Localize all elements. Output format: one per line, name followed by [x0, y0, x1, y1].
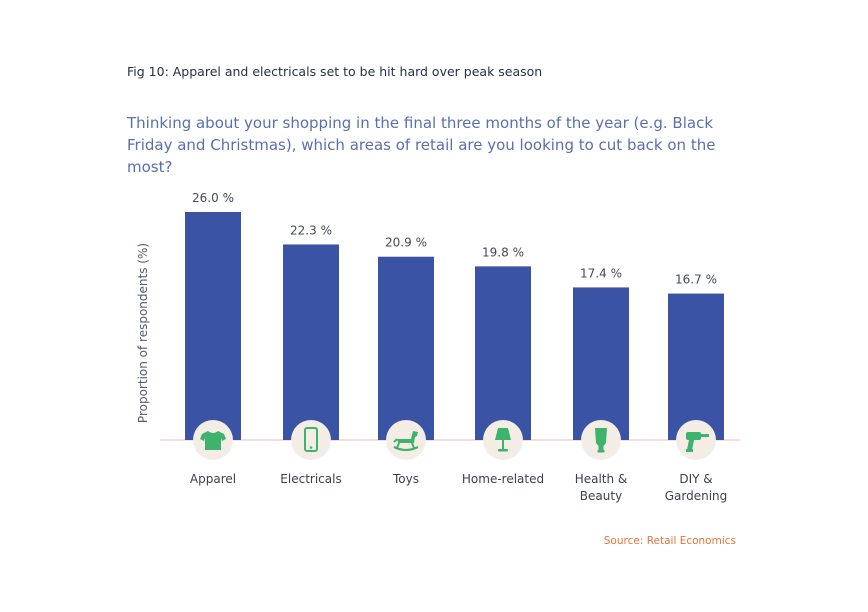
rocking-horse-icon: [386, 420, 426, 460]
figure-label: Fig 10: Apparel and electricals set to b…: [127, 64, 543, 79]
data-label: 16.7 %: [675, 273, 717, 287]
category-label: Toys: [392, 472, 419, 486]
data-label: 20.9 %: [385, 236, 427, 250]
bar: [185, 212, 241, 440]
category-label: Electricals: [280, 472, 341, 486]
category-label: DIY & Gardening: [665, 472, 728, 503]
lamp-icon: [483, 420, 523, 460]
lotion-tube-icon: [581, 420, 621, 460]
source-note: Source: Retail Economics: [603, 535, 736, 547]
bar: [283, 244, 339, 440]
bar: [475, 266, 531, 440]
chart-question: Thinking about your shopping in the fina…: [127, 114, 716, 176]
tshirt-icon: [193, 420, 233, 460]
bar: [378, 256, 434, 440]
bar: [573, 287, 629, 440]
category-label: Health & Beauty: [575, 472, 628, 503]
smartphone-icon: [291, 420, 331, 460]
data-label: 19.8 %: [482, 245, 524, 259]
bar: [668, 293, 724, 440]
data-label: 17.4 %: [580, 266, 622, 280]
category-label: Apparel: [190, 472, 236, 486]
category-label: Home-related: [462, 472, 544, 486]
y-axis-label: Proportion of respondents (%): [136, 243, 150, 423]
data-label: 22.3 %: [290, 223, 332, 237]
data-label: 26.0 %: [192, 191, 234, 205]
power-drill-icon: [676, 420, 716, 460]
